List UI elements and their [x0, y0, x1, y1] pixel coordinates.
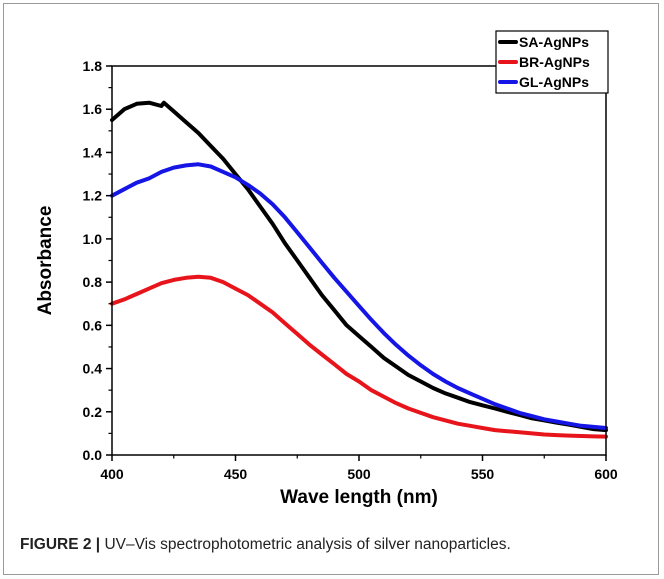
y-tick-label: 1.0	[83, 231, 103, 247]
y-tick-label: 1.8	[83, 58, 103, 74]
y-axis-title: Absorbance	[35, 206, 56, 316]
absorbance-line-chart: 400 450 500 550 600 0.0 0.2 0.4 0.6 0.8 1.0 1.2 1.4 1…	[35, 30, 618, 508]
y-tick-label: 0.4	[83, 361, 103, 377]
y-tick-label: 1.4	[83, 144, 103, 160]
x-tick-label: 550	[471, 466, 495, 482]
legend: SA-AgNPs BR-AgNPs GL-AgNPs	[495, 30, 609, 94]
legend-label-gl-agnps: GL-AgNPs	[519, 74, 589, 90]
y-tick-label: 1.2	[83, 188, 103, 204]
series-line-br-agnps	[110, 274, 608, 439]
series-line-gl-agnps	[110, 162, 608, 430]
x-tick-label: 500	[347, 466, 371, 482]
series-line-sa-agnps	[110, 100, 608, 433]
x-axis-title: Wave length (nm)	[280, 487, 438, 508]
figure-caption: FIGURE 2 | UV–Vis spectrophotometric ana…	[20, 536, 650, 554]
y-tick-label: 1.6	[83, 101, 103, 117]
y-tick-label: 0.0	[83, 447, 103, 463]
y-tick-label: 0.2	[83, 404, 103, 420]
y-tick-label: 0.8	[83, 274, 103, 290]
x-tick-label: 600	[594, 466, 618, 482]
caption-text: UV–Vis spectrophotometric analysis of si…	[100, 536, 511, 553]
legend-label-br-agnps: BR-AgNPs	[519, 54, 590, 70]
legend-label-sa-agnps: SA-AgNPs	[519, 34, 589, 50]
x-tick-label: 400	[100, 466, 124, 482]
plot-area	[110, 100, 608, 439]
y-tick-label: 0.6	[83, 317, 103, 333]
axes: 400 450 500 550 600 0.0 0.2 0.4 0.6 0.8 1.0 1.2 1.4 1…	[35, 58, 618, 508]
x-tick-label: 450	[224, 466, 248, 482]
caption-label: FIGURE 2 |	[20, 536, 101, 553]
